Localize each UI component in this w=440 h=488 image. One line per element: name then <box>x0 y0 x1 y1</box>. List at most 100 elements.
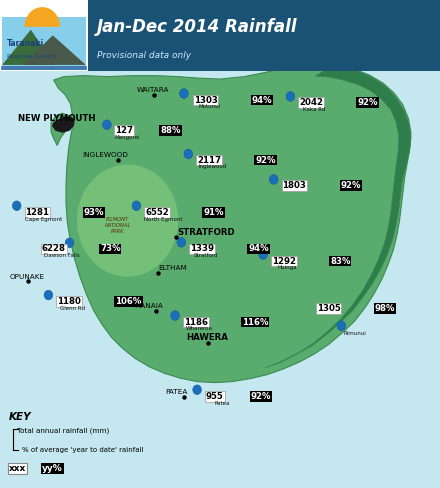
Text: 2016: 2016 <box>317 59 341 68</box>
Text: 1339: 1339 <box>190 244 214 253</box>
Text: Stratford: Stratford <box>194 253 218 258</box>
Text: Cape Egmont: Cape Egmont <box>26 217 62 222</box>
Polygon shape <box>104 125 110 130</box>
FancyBboxPatch shape <box>2 17 86 66</box>
Circle shape <box>65 238 74 248</box>
Text: 1305: 1305 <box>317 304 341 313</box>
Text: 6552: 6552 <box>145 208 169 217</box>
Text: 1180: 1180 <box>57 297 81 306</box>
Polygon shape <box>2 30 55 65</box>
Polygon shape <box>271 180 277 185</box>
Text: 88%: 88% <box>160 126 181 135</box>
Text: xxx: xxx <box>9 464 26 472</box>
Text: Whareroa: Whareroa <box>186 326 213 331</box>
Polygon shape <box>51 62 411 383</box>
Text: Mangorei: Mangorei <box>115 135 140 140</box>
Text: 93%: 93% <box>375 59 396 68</box>
Circle shape <box>193 385 202 395</box>
Circle shape <box>177 238 186 247</box>
Text: Patea: Patea <box>214 401 230 406</box>
Text: North Egmont: North Egmont <box>143 217 182 222</box>
Text: Motunui: Motunui <box>198 104 220 109</box>
Text: 83%: 83% <box>330 257 351 265</box>
Circle shape <box>77 164 178 277</box>
Text: KEY: KEY <box>9 412 31 422</box>
Text: 92%: 92% <box>251 392 271 401</box>
Text: 91%: 91% <box>203 208 224 217</box>
Text: Inglewood: Inglewood <box>199 164 227 169</box>
Text: 92%: 92% <box>255 156 276 164</box>
Text: 2117: 2117 <box>197 156 221 164</box>
Text: Glenn Rd: Glenn Rd <box>60 306 86 311</box>
Text: Kotare: Kotare <box>318 67 335 72</box>
Text: NEW PLYMOUTH: NEW PLYMOUTH <box>18 114 95 122</box>
Polygon shape <box>265 64 411 368</box>
Polygon shape <box>185 154 191 160</box>
Text: WAITARA: WAITARA <box>136 87 169 93</box>
Text: Rimunui: Rimunui <box>343 331 366 336</box>
Text: Dawson Falls: Dawson Falls <box>44 253 80 258</box>
Polygon shape <box>133 206 139 211</box>
Polygon shape <box>22 35 86 65</box>
Text: OPUNAKE: OPUNAKE <box>10 274 45 280</box>
Text: 73%: 73% <box>100 244 121 253</box>
Polygon shape <box>178 243 184 248</box>
Text: MANAIA: MANAIA <box>135 304 164 309</box>
Text: INGLEWOOD: INGLEWOOD <box>83 152 128 158</box>
Text: Provisional data only: Provisional data only <box>97 51 191 60</box>
Polygon shape <box>260 255 266 260</box>
Text: 94%: 94% <box>248 244 269 253</box>
Circle shape <box>184 149 193 159</box>
Polygon shape <box>305 58 311 63</box>
Polygon shape <box>194 390 200 395</box>
FancyBboxPatch shape <box>0 0 88 71</box>
Text: Huinga: Huinga <box>278 265 297 270</box>
Text: 1281: 1281 <box>26 208 50 217</box>
Circle shape <box>286 92 295 102</box>
Text: Jan-Dec 2014 Rainfall: Jan-Dec 2014 Rainfall <box>97 18 297 36</box>
Circle shape <box>103 120 111 130</box>
Circle shape <box>269 175 278 184</box>
Text: 2042: 2042 <box>299 98 323 107</box>
Text: 116%: 116% <box>242 318 268 326</box>
Text: PATEA: PATEA <box>165 389 188 395</box>
Text: 1186: 1186 <box>184 318 208 326</box>
Wedge shape <box>24 7 60 27</box>
Text: yy%: yy% <box>42 464 63 472</box>
Polygon shape <box>14 206 20 211</box>
Text: 955: 955 <box>206 392 224 401</box>
Polygon shape <box>52 116 75 133</box>
Text: ELTHAM: ELTHAM <box>158 265 187 271</box>
Text: 127: 127 <box>115 126 133 135</box>
Text: Total annual rainfall (mm): Total annual rainfall (mm) <box>17 427 109 433</box>
Text: 93%: 93% <box>84 208 104 217</box>
Circle shape <box>171 311 180 321</box>
Circle shape <box>337 321 346 331</box>
Text: Regional Council: Regional Council <box>7 54 56 59</box>
Text: EGMONT
NATIONAL
PARK: EGMONT NATIONAL PARK <box>105 217 131 234</box>
Text: 6228: 6228 <box>42 244 66 253</box>
Text: 1803: 1803 <box>282 181 306 190</box>
FancyBboxPatch shape <box>0 0 440 71</box>
Text: Kaka Rd: Kaka Rd <box>303 107 326 112</box>
Polygon shape <box>45 295 51 301</box>
Text: STRATFORD: STRATFORD <box>178 228 235 237</box>
Text: 1303: 1303 <box>194 96 217 104</box>
Text: HAWERA: HAWERA <box>187 333 228 342</box>
Polygon shape <box>338 326 345 331</box>
Circle shape <box>304 53 312 62</box>
Circle shape <box>259 250 268 260</box>
Circle shape <box>180 89 188 99</box>
Polygon shape <box>287 97 293 102</box>
Circle shape <box>44 290 53 300</box>
Polygon shape <box>181 94 187 99</box>
Text: 1292: 1292 <box>272 257 296 265</box>
Circle shape <box>12 201 21 211</box>
Text: 106%: 106% <box>115 297 142 306</box>
Text: 94%: 94% <box>252 96 272 104</box>
Text: % of average 'year to date' rainfall: % of average 'year to date' rainfall <box>22 447 143 453</box>
Polygon shape <box>172 316 178 321</box>
Text: 92%: 92% <box>357 98 378 107</box>
Text: Taranaki: Taranaki <box>7 40 44 48</box>
Circle shape <box>132 201 141 211</box>
